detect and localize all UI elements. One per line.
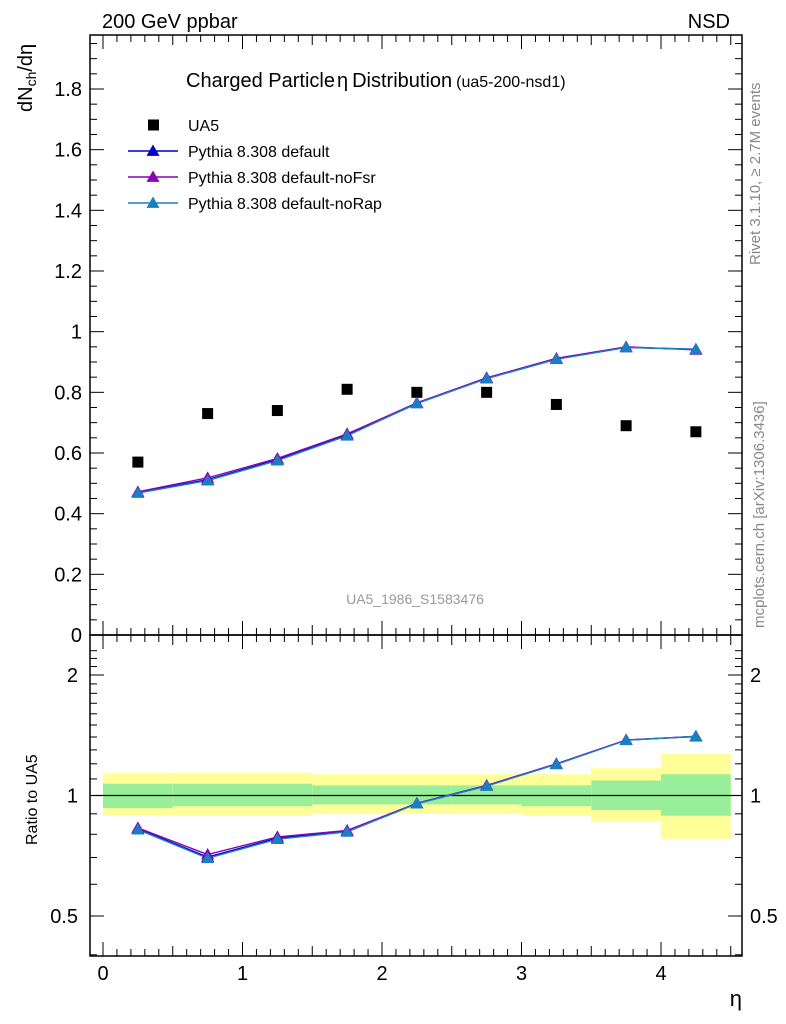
main-ytick-label: 0.2 xyxy=(54,564,82,586)
ratio-marker-2 xyxy=(549,757,563,770)
main-ytick-label: 0 xyxy=(71,625,82,647)
ua5-data-point xyxy=(202,408,214,420)
series-marker-3 xyxy=(410,397,424,409)
analysis-id: UA5_1986_S1583476 xyxy=(346,591,484,607)
main-ytick-label: 0.8 xyxy=(54,382,82,404)
ratio-marker-2 xyxy=(689,729,703,742)
series-marker-3 xyxy=(480,372,494,384)
legend-marker xyxy=(146,144,160,156)
ratio-ylabel: Ratio to UA5 xyxy=(24,754,41,845)
energy-label: 200 GeV ppbar xyxy=(102,11,238,33)
legend-label: Pythia 8.308 default-noRap xyxy=(188,196,382,213)
ratio-ytick-label: 2 xyxy=(67,665,78,687)
series-marker-3 xyxy=(340,429,354,441)
ratio-xtick-label: 1 xyxy=(237,963,248,985)
ua5-data-point xyxy=(271,405,283,417)
ratio-ytick-label-right: 0.5 xyxy=(750,906,778,928)
ratio-xtick-label: 4 xyxy=(655,963,666,985)
legend-marker-ua5 xyxy=(148,119,159,131)
ratio-xtick-label: 2 xyxy=(376,963,387,985)
series-line-1 xyxy=(137,346,696,494)
series-marker-3 xyxy=(689,342,703,355)
rivet-label: Rivet 3.1.10, ≥ 2.7M events xyxy=(747,83,764,266)
legend-label: Pythia 8.308 default xyxy=(188,144,330,161)
ratio-marker-2 xyxy=(480,779,494,791)
plot-title: Charged Particle η Distribution (ua5-200-ns… xyxy=(186,70,566,92)
ratio-marker-2 xyxy=(619,733,633,746)
ua5-data-point xyxy=(550,398,562,410)
ratio-ytick-label: 1 xyxy=(67,786,78,808)
series-marker-3 xyxy=(270,454,284,466)
ratio-marker-2 xyxy=(410,797,424,809)
mcplots-label: mcplots.cern.ch [arXiv:1306.3436] xyxy=(751,401,768,628)
series-line-2 xyxy=(137,346,696,493)
main-panel: 0 0.2 0.4 0.6 0.8 1 1.2 1.4 1.6 1.8 xyxy=(54,34,743,647)
series-marker-3 xyxy=(201,474,215,486)
main-ytick-label: 1.4 xyxy=(54,200,82,222)
series-marker-3 xyxy=(549,352,563,365)
ratio-panel: 0 1 2 3 4 0.5 0.5 1 1 2 2 xyxy=(50,634,778,985)
main-ytick-label: 0.4 xyxy=(54,504,82,526)
ratio-marker-2 xyxy=(131,823,145,835)
ratio-ytick-label: 0.5 xyxy=(50,906,78,928)
ratio-ytick-label-right: 1 xyxy=(750,786,761,808)
main-ylabel: dNch/dη xyxy=(15,44,39,112)
main-ytick-label: 1.8 xyxy=(54,79,82,101)
series-line-3 xyxy=(137,346,696,494)
series-marker-3 xyxy=(131,486,145,498)
main-ytick-label: 1 xyxy=(71,322,82,344)
ua5-data-point xyxy=(481,386,493,398)
ua5-data-point xyxy=(411,386,423,398)
ratio-xtick-label: 3 xyxy=(516,963,527,985)
ua5-data-point xyxy=(341,383,353,395)
legend-marker xyxy=(146,196,160,208)
legend-label: Pythia 8.308 default-noFsr xyxy=(188,170,376,187)
main-ytick-label: 1.2 xyxy=(54,261,82,283)
legend: UA5 Pythia 8.308 default Pythia 8.308 defa… xyxy=(128,118,382,213)
main-ytick-label: 0.6 xyxy=(54,443,82,465)
ratio-band-inner xyxy=(312,785,382,805)
ua5-data-point xyxy=(690,426,702,438)
ratio-ytick-label-right: 2 xyxy=(750,665,761,687)
ratio-marker-2 xyxy=(340,825,354,837)
x-axis-label: η xyxy=(730,986,742,1011)
legend-label: UA5 xyxy=(188,118,219,135)
series-marker-3 xyxy=(619,340,633,353)
process-label: NSD xyxy=(688,11,730,33)
ua5-data-point xyxy=(132,456,144,468)
ua5-data-point xyxy=(620,420,632,432)
legend-marker xyxy=(146,170,160,182)
main-ytick-label: 1.6 xyxy=(54,140,82,162)
ratio-marker-2 xyxy=(270,832,284,845)
ratio-marker-2 xyxy=(201,851,215,864)
ratio-xtick-label: 0 xyxy=(97,963,108,985)
